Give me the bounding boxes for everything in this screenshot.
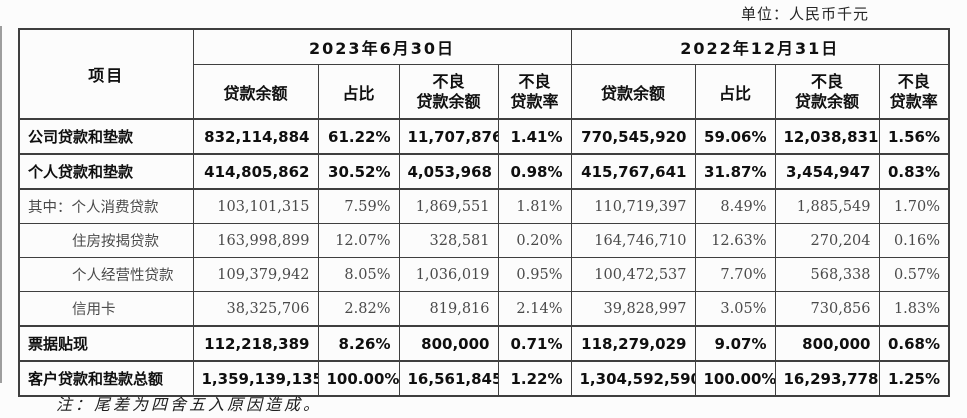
row-label: 客户贷款和垫款总额	[18, 360, 194, 397]
scan-edge-artifact	[0, 26, 2, 383]
loan-breakdown-table: 项目 2023年6月30日 2022年12月31日 贷款余额 占比 不良 贷款余…	[18, 28, 951, 397]
col-group-2022: 2022年12月31日	[570, 28, 950, 65]
npl-ratio-2023: 0.98%	[497, 153, 572, 190]
ratio-2023: 61.22%	[317, 118, 400, 155]
header-columns-row: 贷款余额 占比 不良 贷款余额 不良 贷款率 贷款余额 占比 不良 贷款余额 不…	[19, 64, 950, 120]
ratio-2023: 8.26%	[317, 325, 400, 362]
ratio-2023: 2.82%	[317, 291, 400, 327]
row-label: 个人贷款和垫款	[18, 153, 194, 190]
row-label: 住房按揭贷款	[18, 223, 194, 258]
loan-balance-2023: 38,325,706	[192, 291, 319, 327]
table-row-business-loans: 个人经营性贷款 109,379,942 8.05% 1,036,019 0.95…	[18, 257, 950, 292]
loan-balance-2022: 110,719,397	[570, 188, 696, 224]
unit-label: 单位：人民币千元	[740, 5, 869, 23]
ratio-2022: 12.63%	[694, 223, 776, 258]
npl-balance-2022: 800,000	[774, 325, 880, 362]
ratio-2022: 9.07%	[694, 325, 776, 362]
npl-balance-2022: 730,856	[774, 291, 880, 327]
npl-balance-2022: 1,885,549	[774, 188, 880, 224]
npl-ratio-2023: 2.14%	[497, 291, 572, 327]
npl-balance-2022: 568,338	[774, 257, 880, 292]
npl-ratio-2022: 1.56%	[878, 118, 950, 155]
ratio-2023: 30.52%	[317, 153, 400, 190]
row-label: 个人经营性贷款	[18, 257, 194, 292]
table-row-total-loans: 客户贷款和垫款总额 1,359,139,135 100.00% 16,561,8…	[18, 360, 950, 397]
loan-balance-2022: 100,472,537	[570, 257, 696, 292]
col-header-ratio-2023: 占比	[317, 64, 400, 120]
ratio-2023: 12.07%	[317, 223, 400, 258]
table-row-corporate-loans: 公司贷款和垫款 832,114,884 61.22% 11,707,876 1.…	[18, 118, 950, 155]
npl-balance-2023: 819,816	[398, 291, 499, 327]
col-header-npl-ratio-2022: 不良 贷款率	[878, 64, 950, 120]
npl-balance-2023: 800,000	[398, 325, 499, 362]
ratio-2022: 8.49%	[694, 188, 776, 224]
loan-balance-2023: 112,218,389	[192, 325, 319, 362]
col-header-item: 项目	[18, 28, 194, 120]
ratio-2022: 31.87%	[694, 153, 776, 190]
header-group-row: 项目 2023年6月30日 2022年12月31日	[18, 28, 950, 120]
ratio-2023: 7.59%	[317, 188, 400, 224]
npl-balance-2023: 11,707,876	[398, 118, 499, 155]
row-label: 信用卡	[18, 291, 194, 327]
npl-ratio-2023: 0.20%	[497, 223, 572, 258]
loan-balance-2023: 1,359,139,135	[192, 360, 319, 397]
ratio-2023: 100.00%	[317, 360, 400, 397]
loan-balance-2022: 39,828,997	[570, 291, 696, 327]
table-row-credit-card: 信用卡 38,325,706 2.82% 819,816 2.14% 39,82…	[18, 291, 950, 327]
npl-ratio-2022: 0.68%	[878, 325, 950, 362]
table-body: 公司贷款和垫款 832,114,884 61.22% 11,707,876 1.…	[18, 118, 950, 397]
npl-balance-2023: 4,053,968	[398, 153, 499, 190]
loan-balance-2023: 163,998,899	[192, 223, 319, 258]
col-header-ratio-2022: 占比	[694, 64, 776, 120]
npl-ratio-2023: 0.71%	[497, 325, 572, 362]
loan-balance-2022: 118,279,029	[570, 325, 696, 362]
loan-balance-2022: 770,545,920	[570, 118, 696, 155]
table-row-personal-loans: 个人贷款和垫款 414,805,862 30.52% 4,053,968 0.9…	[18, 153, 950, 190]
col-header-loan-balance-2023: 贷款余额	[192, 64, 319, 120]
table-row-mortgage-loans: 住房按揭贷款 163,998,899 12.07% 328,581 0.20% …	[18, 223, 950, 258]
npl-ratio-2023: 0.95%	[497, 257, 572, 292]
row-label: 票据贴现	[18, 325, 194, 362]
ratio-2022: 100.00%	[694, 360, 776, 397]
ratio-2022: 7.70%	[694, 257, 776, 292]
npl-balance-2022: 270,204	[774, 223, 880, 258]
loan-balance-2023: 103,101,315	[192, 188, 319, 224]
ratio-2022: 3.05%	[694, 291, 776, 327]
col-header-npl-balance-2022: 不良 贷款余额	[774, 64, 880, 120]
loan-balance-2022: 415,767,641	[570, 153, 696, 190]
row-label: 其中：个人消费贷款	[18, 188, 194, 224]
ratio-2022: 59.06%	[694, 118, 776, 155]
npl-balance-2023: 328,581	[398, 223, 499, 258]
npl-balance-2023: 16,561,845	[398, 360, 499, 397]
npl-ratio-2022: 0.16%	[878, 223, 950, 258]
npl-ratio-2023: 1.41%	[497, 118, 572, 155]
npl-balance-2023: 1,869,551	[398, 188, 499, 224]
npl-ratio-2022: 1.70%	[878, 188, 950, 224]
col-header-npl-balance-2023: 不良 贷款余额	[398, 64, 499, 120]
npl-balance-2022: 12,038,831	[774, 118, 880, 155]
loan-balance-2023: 832,114,884	[192, 118, 319, 155]
table-row-discounted-bills: 票据贴现 112,218,389 8.26% 800,000 0.71% 118…	[18, 325, 950, 362]
row-label: 公司贷款和垫款	[18, 118, 194, 155]
loan-balance-2022: 164,746,710	[570, 223, 696, 258]
loan-balance-2023: 414,805,862	[192, 153, 319, 190]
npl-ratio-2022: 0.57%	[878, 257, 950, 292]
loan-balance-2022: 1,304,592,590	[570, 360, 696, 397]
footnote: 注：尾差为四舍五入原因造成。	[56, 395, 323, 414]
col-header-npl-ratio-2023: 不良 贷款率	[497, 64, 572, 120]
loan-balance-2023: 109,379,942	[192, 257, 319, 292]
col-header-loan-balance-2022: 贷款余额	[570, 64, 696, 120]
npl-ratio-2022: 0.83%	[878, 153, 950, 190]
npl-ratio-2022: 1.25%	[878, 360, 950, 397]
npl-ratio-2023: 1.81%	[497, 188, 572, 224]
npl-ratio-2022: 1.83%	[878, 291, 950, 327]
table-row-consumer-loans: 其中：个人消费贷款 103,101,315 7.59% 1,869,551 1.…	[18, 188, 950, 224]
ratio-2023: 8.05%	[317, 257, 400, 292]
npl-ratio-2023: 1.22%	[497, 360, 572, 397]
col-group-2023: 2023年6月30日	[192, 28, 572, 65]
npl-balance-2022: 3,454,947	[774, 153, 880, 190]
table-header: 项目 2023年6月30日 2022年12月31日 贷款余额 占比 不良 贷款余…	[18, 28, 950, 120]
npl-balance-2023: 1,036,019	[398, 257, 499, 292]
npl-balance-2022: 16,293,778	[774, 360, 880, 397]
